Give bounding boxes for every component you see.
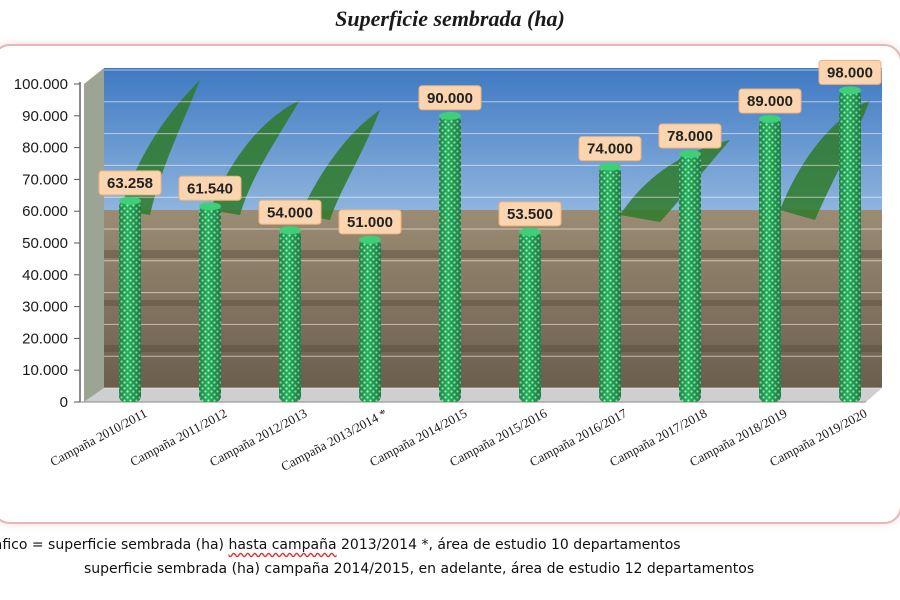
y-tick-label: 70.000 — [22, 171, 68, 188]
bar-chart: 0 10.000 20.000 30.000 40.000 50.000 60.000 70.… — [14, 59, 882, 474]
bar-group: 78.000 — [658, 123, 722, 402]
bar-group: 54.000 — [258, 199, 322, 402]
data-label: 61.540 — [187, 180, 233, 197]
data-label: 51.000 — [347, 214, 393, 231]
data-label-box — [818, 59, 882, 85]
footnote-line-2: superficie sembrada (ha) campaña 2014/20… — [84, 561, 755, 577]
footnote-line-1: ráfico = superficie sembrada (ha) hasta … — [0, 537, 681, 553]
data-label-box — [258, 199, 322, 225]
y-axis: 0 10.000 20.000 30.000 40.000 50.000 60.000 70.… — [14, 76, 866, 411]
y-tick-label: 90.000 — [22, 108, 68, 125]
bar-group: 61.540 — [178, 175, 242, 402]
gridlines — [104, 69, 882, 389]
footnote-line-1-underlined: hasta campaña — [228, 537, 337, 553]
y-tick-label: 100.000 — [14, 76, 68, 93]
page-title: Superficie sembrada (ha) — [335, 6, 565, 31]
data-label: 89.000 — [747, 93, 793, 110]
bar-shading — [759, 118, 781, 402]
bar-group: 98.000 — [818, 59, 882, 403]
footnote-line-1-prefix: ráfico = superficie sembrada (ha) — [0, 537, 229, 553]
bar-shading — [439, 115, 461, 403]
background-photo — [84, 68, 882, 402]
data-label-box — [98, 170, 162, 196]
bar-shading — [359, 239, 381, 402]
footnote-line-1-suffix: 2013/2014 *, área de estudio 10 departam… — [336, 537, 681, 553]
data-label-box — [578, 136, 642, 162]
data-label-box — [738, 88, 802, 114]
bar-cap — [119, 196, 141, 205]
bar-shading — [279, 230, 301, 402]
y-tick-label: 30.000 — [22, 299, 68, 316]
data-label: 53.500 — [507, 206, 553, 223]
y-tick-label: 50.000 — [22, 235, 68, 252]
bar-shading — [599, 166, 621, 402]
data-label: 74.000 — [587, 141, 633, 158]
data-label-box — [658, 123, 722, 149]
data-label: 63.258 — [107, 175, 153, 192]
bar-cap — [679, 149, 701, 158]
bar-group: 63.258 — [98, 170, 162, 402]
data-label-box — [498, 201, 562, 227]
bar-cap — [279, 226, 301, 235]
bar-group: 51.000 — [338, 209, 402, 402]
data-label-box — [178, 175, 242, 201]
bars: 63.258 61.540 54.000 51.000 90.000 53.500 74.0… — [98, 59, 882, 403]
bar-cap — [359, 235, 381, 244]
data-label: 98.000 — [827, 64, 873, 81]
data-label: 90.000 — [427, 90, 473, 107]
y-tick-label: 20.000 — [22, 330, 68, 347]
bar-group: 53.500 — [498, 201, 562, 402]
data-label-box — [338, 209, 402, 235]
bar-cap — [519, 227, 541, 236]
bar-group: 74.000 — [578, 136, 642, 402]
y-tick-label: 40.000 — [22, 267, 68, 284]
bar-cap — [199, 202, 221, 211]
bar-cap — [839, 86, 861, 95]
data-label-box — [418, 85, 482, 111]
bar-shading — [679, 153, 701, 402]
y-tick-label: 60.000 — [22, 203, 68, 220]
y-tick-label: 10.000 — [22, 362, 68, 379]
bar-shading — [519, 231, 541, 402]
bar-shading — [119, 200, 141, 402]
bar-group: 89.000 — [738, 88, 802, 402]
bar-shading — [199, 206, 221, 402]
bar-shading — [839, 90, 861, 403]
data-label: 78.000 — [667, 128, 713, 145]
bar-cap — [439, 111, 461, 120]
data-label: 54.000 — [267, 204, 313, 221]
bar-cap — [599, 162, 621, 171]
y-tick-label: 0 — [60, 394, 68, 411]
bar-group: 90.000 — [418, 85, 482, 403]
y-tick-label: 80.000 — [22, 140, 68, 157]
bar-cap — [759, 114, 781, 123]
